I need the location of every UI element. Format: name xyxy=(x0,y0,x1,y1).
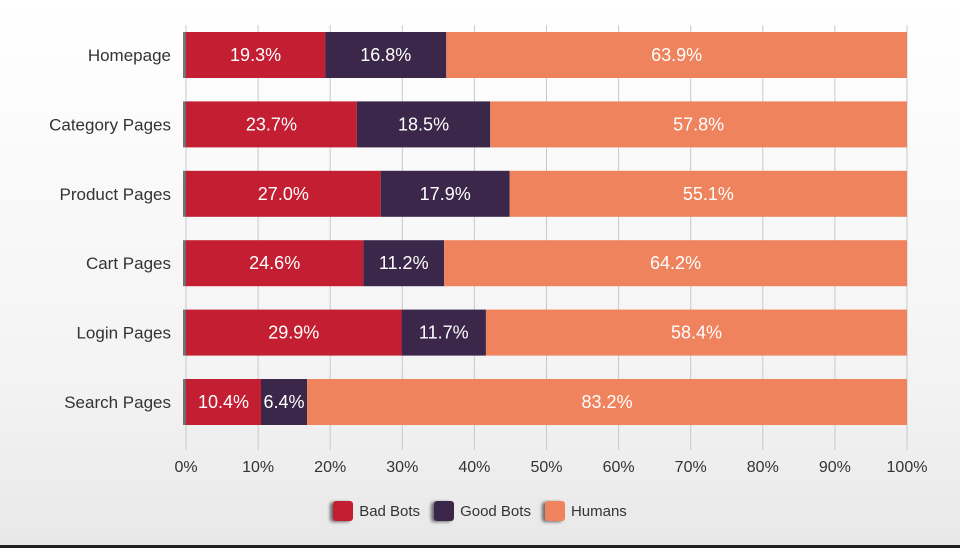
legend: Bad Bots Good Bots Humans xyxy=(0,501,960,521)
category-label: Category Pages xyxy=(49,115,171,134)
bar-bad-bots-homepage xyxy=(186,32,326,78)
data-label: 10.4% xyxy=(198,392,249,412)
legend-item-good-bots: Good Bots xyxy=(434,501,531,521)
x-tick-label: 100% xyxy=(887,459,928,476)
legend-swatch-humans xyxy=(544,501,565,521)
category-labels: Homepage Category Pages Product Pages Cart … xyxy=(49,46,171,412)
bars: 19.3% 16.8% 63.9% 23.7% 18.5% 57.8% 27.0% 17.9%… xyxy=(183,32,907,425)
bar-bad-bots-cart-pages xyxy=(186,240,364,287)
x-tick-label: 40% xyxy=(458,459,490,476)
data-label: 64.2% xyxy=(650,253,701,273)
legend-swatch-good-bots xyxy=(434,501,455,521)
bar-good-bots-homepage xyxy=(325,32,447,78)
bar-humans-search-pages xyxy=(307,379,907,425)
data-label: 11.7% xyxy=(419,323,469,343)
legend-swatch-bad-bots xyxy=(333,501,354,521)
category-label: Search Pages xyxy=(64,393,171,412)
x-tick-label: 10% xyxy=(242,459,274,476)
bar-bad-bots-category-pages xyxy=(186,101,357,148)
bar-shadow xyxy=(183,240,186,287)
x-tick-label: 20% xyxy=(314,459,346,476)
data-label: 17.9% xyxy=(420,184,471,204)
bar-shadow xyxy=(183,170,186,217)
bar-shadow xyxy=(183,379,186,425)
category-label: Cart Pages xyxy=(86,254,171,273)
bar-shadow xyxy=(183,101,186,148)
bar-good-bots-product-pages xyxy=(380,170,510,217)
bar-good-bots-category-pages xyxy=(356,101,491,148)
x-tick-label: 60% xyxy=(603,459,635,476)
data-label: 23.7% xyxy=(246,114,297,134)
bar-bad-bots-search-pages xyxy=(186,379,261,425)
category-label: Homepage xyxy=(88,46,171,65)
data-label: 6.4% xyxy=(264,392,305,412)
x-tick-label: 50% xyxy=(530,459,562,476)
legend-label-good-bots: Good Bots xyxy=(460,502,531,520)
data-label: 63.9% xyxy=(651,45,702,65)
bar-good-bots-login-pages xyxy=(401,309,486,356)
data-label: 55.1% xyxy=(683,184,734,204)
data-label: 58.4% xyxy=(671,323,722,343)
category-label: Product Pages xyxy=(59,185,171,204)
data-label: 27.0% xyxy=(258,184,309,204)
legend-item-bad-bots: Bad Bots xyxy=(333,501,420,521)
bar-humans-login-pages xyxy=(485,309,907,356)
bar-humans-homepage xyxy=(446,32,907,78)
x-tick-label: 90% xyxy=(819,459,851,476)
legend-label-humans: Humans xyxy=(570,502,627,520)
data-label: 29.9% xyxy=(268,323,319,343)
bar-bad-bots-product-pages xyxy=(186,170,381,217)
bar-shadow xyxy=(183,309,186,356)
bottom-border xyxy=(0,545,960,548)
data-label: 11.2% xyxy=(379,253,429,273)
category-label: Login Pages xyxy=(76,324,171,343)
bar-good-bots-cart-pages xyxy=(363,240,445,287)
data-label: 83.2% xyxy=(582,392,633,412)
x-axis-ticks: 0% 10% 20% 30% 40% 50% 60% 70% 80% 90% 100% xyxy=(174,459,927,476)
x-tick-label: 70% xyxy=(675,459,707,476)
bar-humans-product-pages xyxy=(509,170,907,217)
legend-label-bad-bots: Bad Bots xyxy=(359,502,421,520)
bar-humans-category-pages xyxy=(490,101,907,148)
bar-good-bots-search-pages xyxy=(260,379,308,425)
x-tick-label: 0% xyxy=(174,459,197,476)
x-tick-label: 30% xyxy=(386,459,418,476)
data-label: 19.3% xyxy=(230,45,281,65)
bar-shadow xyxy=(183,32,186,78)
bar-humans-cart-pages xyxy=(444,240,907,287)
bar-bad-bots-login-pages xyxy=(186,309,402,356)
x-tick-label: 80% xyxy=(747,459,779,476)
legend-item-humans: Humans xyxy=(544,501,627,521)
data-label: 57.8% xyxy=(673,114,724,134)
data-label: 16.8% xyxy=(360,45,411,65)
data-label: 18.5% xyxy=(398,114,449,134)
data-label: 24.6% xyxy=(249,253,300,273)
